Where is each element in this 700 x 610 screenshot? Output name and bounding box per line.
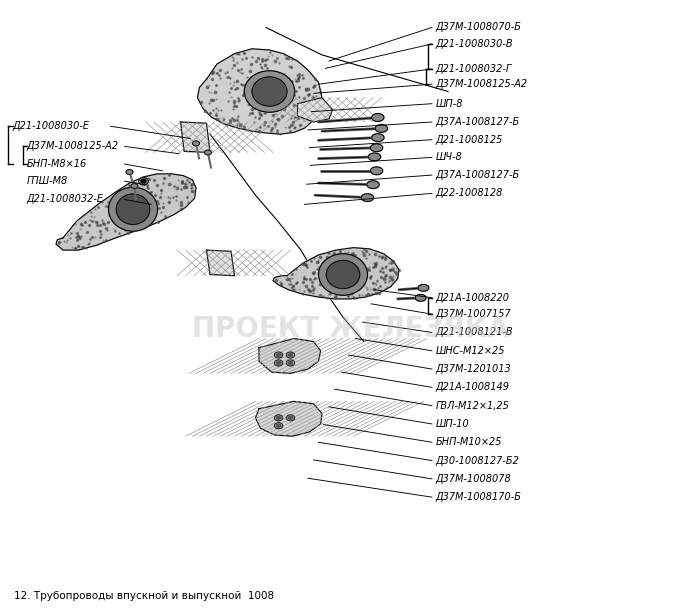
Ellipse shape xyxy=(375,124,388,132)
Polygon shape xyxy=(298,98,332,122)
Text: Д30-1008127-Б2: Д30-1008127-Б2 xyxy=(435,456,519,465)
Ellipse shape xyxy=(244,71,295,112)
Ellipse shape xyxy=(372,134,384,142)
Ellipse shape xyxy=(361,194,374,201)
Ellipse shape xyxy=(126,170,133,174)
Text: БНП-М10×25: БНП-М10×25 xyxy=(435,437,502,447)
Ellipse shape xyxy=(108,187,158,231)
Text: ШП-8: ШП-8 xyxy=(435,99,463,109)
Text: ШП-10: ШП-10 xyxy=(435,419,469,429)
Text: ШНС-М12×25: ШНС-М12×25 xyxy=(435,346,505,356)
Ellipse shape xyxy=(288,416,293,420)
Text: Д21А-1008149: Д21А-1008149 xyxy=(435,382,510,392)
Text: Д37А-1008127-Б: Д37А-1008127-Б xyxy=(435,170,519,180)
Polygon shape xyxy=(197,49,322,134)
Ellipse shape xyxy=(276,361,281,365)
Ellipse shape xyxy=(372,113,384,121)
Ellipse shape xyxy=(274,360,283,366)
Ellipse shape xyxy=(286,415,295,421)
Text: Д22-1008128: Д22-1008128 xyxy=(435,188,503,198)
Ellipse shape xyxy=(274,423,283,429)
Text: ГПШ-М8: ГПШ-М8 xyxy=(27,176,68,186)
Ellipse shape xyxy=(418,284,429,292)
Ellipse shape xyxy=(326,260,360,289)
Ellipse shape xyxy=(370,167,383,174)
Polygon shape xyxy=(256,401,322,436)
Ellipse shape xyxy=(368,153,381,161)
Text: БНП-М8×16: БНП-М8×16 xyxy=(27,159,87,169)
Ellipse shape xyxy=(367,181,379,188)
Ellipse shape xyxy=(415,295,426,301)
Text: Д21-1008030-Е: Д21-1008030-Е xyxy=(13,121,90,131)
Ellipse shape xyxy=(274,352,283,358)
Ellipse shape xyxy=(193,141,200,146)
Ellipse shape xyxy=(288,354,293,356)
Ellipse shape xyxy=(274,415,283,421)
Ellipse shape xyxy=(276,354,281,356)
Ellipse shape xyxy=(288,361,293,365)
Text: Д21-1008032-Г: Д21-1008032-Г xyxy=(435,64,512,74)
Text: Д37М-1008078: Д37М-1008078 xyxy=(435,474,511,484)
Text: Д21-1008032-Е: Д21-1008032-Е xyxy=(27,195,104,204)
Text: Д21-1008030-В: Д21-1008030-В xyxy=(435,39,513,49)
Ellipse shape xyxy=(141,179,146,183)
Polygon shape xyxy=(273,248,399,299)
Ellipse shape xyxy=(252,77,287,106)
Ellipse shape xyxy=(116,194,150,224)
Ellipse shape xyxy=(204,150,211,155)
Text: Д37М-1008070-Б: Д37М-1008070-Б xyxy=(435,23,522,32)
Polygon shape xyxy=(206,250,235,276)
Ellipse shape xyxy=(370,144,383,152)
Polygon shape xyxy=(259,339,321,373)
Ellipse shape xyxy=(276,416,281,420)
Text: Д37А-1008127-Б: Д37А-1008127-Б xyxy=(435,117,519,127)
Ellipse shape xyxy=(286,352,295,358)
Text: Д37М-1007157: Д37М-1007157 xyxy=(435,309,511,319)
Text: ШЧ-8: ШЧ-8 xyxy=(435,152,462,162)
Ellipse shape xyxy=(276,425,281,427)
Ellipse shape xyxy=(139,178,148,185)
Text: ПРОЕКТ ЖЕЛЕЗЯКА: ПРОЕКТ ЖЕЛЕЗЯКА xyxy=(192,315,508,343)
Text: Д37М-1008170-Б: Д37М-1008170-Б xyxy=(435,492,522,502)
Text: Д21-1008121-В: Д21-1008121-В xyxy=(435,328,513,337)
Ellipse shape xyxy=(286,360,295,366)
Polygon shape xyxy=(181,122,210,152)
Text: Д37М-1008125-А2: Д37М-1008125-А2 xyxy=(435,79,528,89)
Ellipse shape xyxy=(131,184,138,188)
Text: Д37М-1008125-А2: Д37М-1008125-А2 xyxy=(27,142,119,151)
Text: ГВЛ-М12×1,25: ГВЛ-М12×1,25 xyxy=(435,401,510,411)
Text: 12. Трубопроводы впускной и выпускной  1008: 12. Трубопроводы впускной и выпускной 10… xyxy=(14,591,274,601)
Text: Д21-1008125: Д21-1008125 xyxy=(435,135,503,145)
Text: Д37М-1201013: Д37М-1201013 xyxy=(435,364,511,374)
Polygon shape xyxy=(56,174,196,250)
Text: Д21А-1008220: Д21А-1008220 xyxy=(435,293,510,303)
Ellipse shape xyxy=(318,254,368,295)
